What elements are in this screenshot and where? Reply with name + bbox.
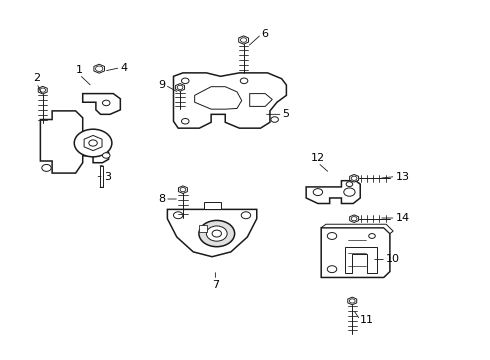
Circle shape [240, 78, 248, 84]
Polygon shape [94, 64, 104, 73]
Text: 7: 7 [212, 280, 219, 290]
Circle shape [40, 88, 46, 92]
Circle shape [199, 220, 235, 247]
Polygon shape [250, 94, 272, 107]
Polygon shape [321, 228, 390, 278]
Text: 11: 11 [360, 315, 374, 325]
Circle shape [42, 165, 51, 171]
Polygon shape [350, 175, 359, 182]
Polygon shape [199, 225, 207, 232]
Polygon shape [40, 111, 109, 173]
Polygon shape [345, 247, 377, 273]
Circle shape [181, 78, 189, 84]
Circle shape [313, 189, 322, 195]
Circle shape [327, 233, 337, 239]
Circle shape [180, 188, 186, 192]
Circle shape [344, 188, 355, 196]
Polygon shape [38, 86, 47, 94]
Circle shape [177, 85, 183, 90]
Text: 1: 1 [76, 64, 83, 75]
Polygon shape [168, 210, 257, 257]
Polygon shape [204, 202, 221, 210]
Circle shape [173, 212, 183, 219]
Text: 12: 12 [311, 153, 325, 163]
Text: 4: 4 [121, 63, 127, 73]
Text: 6: 6 [262, 29, 269, 39]
Text: 5: 5 [283, 109, 290, 119]
Circle shape [271, 117, 278, 122]
Circle shape [181, 118, 189, 124]
Circle shape [212, 230, 221, 237]
Polygon shape [173, 73, 286, 128]
Text: 10: 10 [386, 255, 400, 265]
Polygon shape [195, 87, 242, 109]
Polygon shape [239, 36, 248, 44]
Text: 2: 2 [33, 73, 40, 83]
Polygon shape [321, 224, 393, 234]
Circle shape [102, 100, 110, 106]
Circle shape [102, 153, 110, 158]
Circle shape [351, 176, 357, 180]
Circle shape [327, 266, 337, 273]
Circle shape [368, 234, 375, 238]
Circle shape [206, 226, 227, 241]
Bar [100, 166, 103, 187]
Polygon shape [175, 84, 185, 91]
Circle shape [96, 66, 103, 71]
Polygon shape [84, 135, 102, 150]
Polygon shape [83, 94, 121, 114]
Circle shape [89, 140, 98, 146]
Polygon shape [348, 297, 357, 305]
Circle shape [241, 212, 251, 219]
Text: 8: 8 [158, 194, 165, 204]
Polygon shape [350, 215, 359, 222]
Circle shape [74, 129, 112, 157]
Text: 3: 3 [104, 172, 111, 181]
Text: 9: 9 [158, 80, 165, 90]
Polygon shape [178, 186, 187, 193]
Polygon shape [306, 181, 360, 203]
Circle shape [349, 299, 355, 303]
Circle shape [346, 182, 353, 186]
Circle shape [241, 38, 246, 42]
Text: 13: 13 [395, 172, 410, 181]
Text: 14: 14 [395, 213, 410, 223]
Circle shape [351, 217, 357, 221]
